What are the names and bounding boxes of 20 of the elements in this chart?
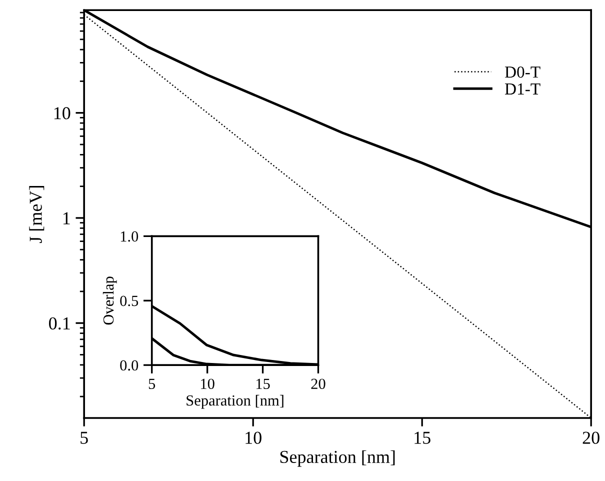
x-tick-label: 10 xyxy=(201,378,214,390)
y-axis-title: J [meV] xyxy=(29,186,44,243)
y-tick-label: 0.1 xyxy=(49,317,70,330)
x-tick-label: 5 xyxy=(148,378,156,390)
y-axis-title: Overlap xyxy=(102,276,117,325)
y-tick-label: 1 xyxy=(63,212,70,224)
x-axis-title: Separation [nm] xyxy=(280,450,395,467)
x-tick-label: 20 xyxy=(311,378,326,390)
legend-label: D1-T xyxy=(504,83,540,94)
y-tick-label: 10 xyxy=(54,107,70,120)
y-tick-label: 0.5 xyxy=(120,296,138,306)
y-tick-label: 1.0 xyxy=(120,231,138,242)
x-axis-title: Separation [nm] xyxy=(186,394,284,409)
legend-label: D0-T xyxy=(504,66,540,78)
x-tick-label: 15 xyxy=(256,378,270,390)
x-tick-label: 5 xyxy=(80,432,88,444)
x-tick-label: 10 xyxy=(246,432,262,444)
y-tick-label: 0.0 xyxy=(120,360,138,371)
x-tick-label: 15 xyxy=(414,432,430,444)
x-tick-label: 20 xyxy=(582,432,600,444)
